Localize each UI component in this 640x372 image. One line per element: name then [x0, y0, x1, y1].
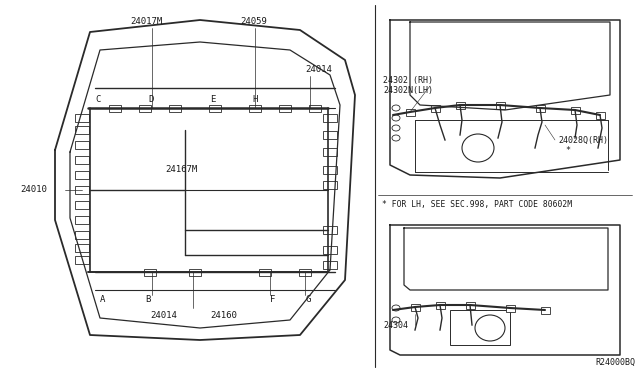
- Bar: [75, 231, 89, 239]
- Text: C: C: [95, 96, 100, 105]
- Ellipse shape: [392, 125, 400, 131]
- Ellipse shape: [462, 134, 494, 162]
- Bar: [75, 126, 89, 134]
- Bar: [323, 226, 337, 234]
- Text: 24010: 24010: [20, 186, 47, 195]
- Text: *: *: [565, 145, 570, 154]
- Bar: [75, 156, 89, 164]
- Bar: [144, 269, 156, 276]
- Ellipse shape: [475, 315, 505, 341]
- Bar: [450, 310, 510, 345]
- Bar: [323, 181, 337, 189]
- Text: 24059: 24059: [240, 17, 267, 26]
- Bar: [323, 114, 337, 122]
- Bar: [323, 246, 337, 254]
- Bar: [536, 105, 545, 112]
- Bar: [75, 216, 89, 224]
- Bar: [109, 105, 121, 112]
- Ellipse shape: [392, 115, 400, 121]
- Ellipse shape: [392, 305, 400, 311]
- Text: 24014: 24014: [305, 65, 332, 74]
- Ellipse shape: [392, 105, 400, 111]
- Bar: [410, 304, 419, 311]
- Bar: [435, 301, 445, 308]
- Bar: [209, 105, 221, 112]
- Bar: [541, 307, 550, 314]
- Text: * FOR LH, SEE SEC.998, PART CODE 80602M: * FOR LH, SEE SEC.998, PART CODE 80602M: [382, 201, 572, 209]
- Bar: [75, 141, 89, 149]
- Bar: [75, 201, 89, 209]
- Bar: [309, 105, 321, 112]
- Text: B: B: [145, 295, 150, 305]
- Bar: [75, 114, 89, 122]
- Bar: [323, 261, 337, 269]
- Text: H: H: [252, 96, 257, 105]
- Text: 24304: 24304: [383, 321, 408, 330]
- Bar: [595, 112, 605, 119]
- Bar: [506, 305, 515, 311]
- Bar: [75, 256, 89, 264]
- Bar: [75, 186, 89, 194]
- Bar: [75, 244, 89, 252]
- Bar: [139, 105, 151, 112]
- Bar: [189, 269, 201, 276]
- Bar: [169, 105, 181, 112]
- Ellipse shape: [392, 135, 400, 141]
- Bar: [75, 171, 89, 179]
- Text: R24000BQ: R24000BQ: [595, 357, 635, 366]
- Bar: [570, 106, 579, 113]
- Bar: [249, 105, 261, 112]
- Bar: [299, 269, 311, 276]
- Text: A: A: [100, 295, 106, 305]
- Bar: [495, 102, 504, 109]
- Bar: [323, 131, 337, 139]
- Bar: [465, 301, 474, 308]
- Text: 24302 (RH): 24302 (RH): [383, 76, 433, 84]
- Bar: [323, 166, 337, 174]
- Text: 24160: 24160: [210, 311, 237, 320]
- Text: F: F: [270, 295, 275, 305]
- Text: 24167M: 24167M: [165, 166, 197, 174]
- Text: G: G: [305, 295, 310, 305]
- Ellipse shape: [392, 317, 400, 323]
- Bar: [431, 105, 440, 112]
- Text: D: D: [148, 96, 154, 105]
- Text: E: E: [210, 96, 216, 105]
- Text: 24014: 24014: [150, 311, 177, 320]
- Text: 24017M: 24017M: [130, 17, 163, 26]
- Text: 24302N(LH): 24302N(LH): [383, 86, 433, 94]
- Text: 24028Q(RH): 24028Q(RH): [558, 135, 608, 144]
- Bar: [259, 269, 271, 276]
- Bar: [279, 105, 291, 112]
- Bar: [406, 109, 415, 115]
- Bar: [456, 102, 465, 109]
- Bar: [323, 148, 337, 156]
